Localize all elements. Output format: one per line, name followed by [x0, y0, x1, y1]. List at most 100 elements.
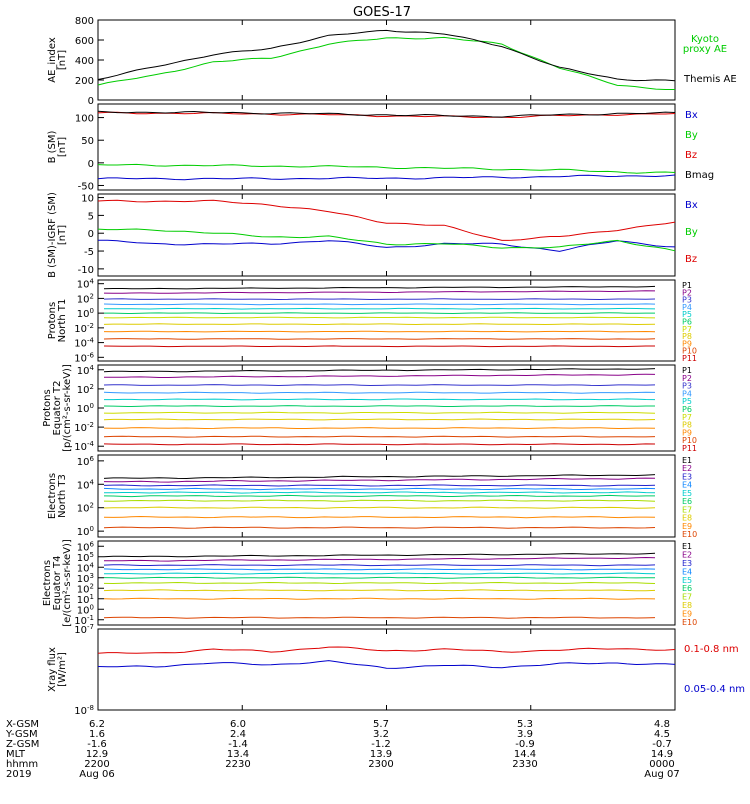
- y-tick-label-bsm: -50: [78, 181, 94, 192]
- legend-channel-eeq-e9: E9: [682, 610, 692, 619]
- series-line-eeq-e1: [103, 552, 656, 558]
- series-line-ae-kyoto-proxy-ae: [97, 36, 675, 90]
- footer-value-hhmm: 0000: [649, 759, 674, 770]
- series-line-digrf-by: [97, 228, 676, 252]
- series-line-peq-p7: [103, 411, 656, 414]
- footer-value-mlt: 12.9: [86, 749, 108, 760]
- footer-label-z-gsm: Z-GSM: [6, 739, 39, 750]
- footer-label-hhmm: hhmm: [6, 759, 38, 770]
- series-line-pnorth-p11: [103, 345, 655, 348]
- legend-bsm-bmag: Bmag: [685, 170, 714, 181]
- y-axis-label-eeq: Electrons: [42, 560, 53, 606]
- series-line-peq-p4: [103, 391, 656, 394]
- y-axis-label-bsm: [nT]: [57, 137, 68, 157]
- legend-bsm-bz: Bz: [685, 150, 697, 161]
- legend-channel-enorth-e10: E10: [682, 530, 697, 539]
- y-axis-label-digrf: [nT]: [57, 225, 68, 245]
- footer-value-z-gsm: -1.2: [371, 739, 391, 750]
- legend-channel-enorth-e1: E1: [682, 456, 692, 465]
- y-tick-label-eeq: 100: [77, 603, 94, 616]
- y-tick-label-xray: 10-8: [74, 704, 94, 717]
- footer-value-x-gsm: 6.2: [89, 719, 105, 730]
- footer-value-hhmm: 2200: [84, 759, 109, 770]
- y-tick-label-bsm: 100: [75, 114, 94, 125]
- series-line-enorth-e6: [103, 494, 655, 498]
- legend-channel-peq-p2: P2: [682, 374, 692, 383]
- series-line-pnorth-p4: [103, 303, 656, 306]
- series-line-pnorth-p1: [103, 285, 656, 290]
- y-tick-label-digrf: -5: [84, 247, 94, 258]
- footer-value-y-gsm: 4.5: [654, 729, 670, 740]
- series-line-peq-p10: [103, 435, 656, 438]
- series-line-enorth-e1: [103, 474, 656, 480]
- footer-value-mlt: 13.4: [227, 749, 249, 760]
- y-tick-label-eeq: 102: [77, 582, 94, 595]
- y-tick-label-enorth: 104: [77, 478, 95, 491]
- series-line-enorth-e3: [103, 484, 656, 487]
- series-line-pnorth-p6: [104, 312, 655, 315]
- y-tick-label-digrf: 10: [81, 194, 94, 205]
- y-tick-label-enorth: 100: [77, 525, 94, 538]
- y-axis-label-ae: AE_index: [47, 37, 58, 83]
- series-line-peq-p6: [103, 405, 655, 408]
- y-axis-label-xray: Xray flux: [47, 647, 58, 692]
- y-axis-label-eeq: [e/(cm²-s-sr-keV)]: [62, 539, 73, 627]
- series-line-bsm-bx: [97, 174, 676, 181]
- y-tick-label-enorth: 102: [77, 502, 94, 515]
- legend-channel-eeq-e10: E10: [682, 618, 697, 627]
- legend-channel-peq-p11: P11: [682, 444, 697, 453]
- footer-value-mlt: 14.9: [651, 749, 673, 760]
- series-line-enorth-e7: [103, 499, 656, 502]
- legend-channel-pnorth-p9: P9: [682, 339, 692, 348]
- legend-bsm-by: By: [685, 130, 698, 141]
- footer-value-y-gsm: 2.4: [230, 729, 246, 740]
- series-line-eeq-e4: [103, 568, 656, 571]
- series-line-peq-p11: [103, 443, 656, 446]
- y-tick-label-xray: 10-7: [74, 623, 94, 636]
- series-line-digrf-bz: [97, 199, 676, 241]
- y-tick-label-pnorth: 104: [77, 278, 95, 291]
- legend-xray-long: 0.1-0.8 nm: [684, 644, 739, 655]
- y-axis-label-pnorth: Protons: [47, 302, 58, 339]
- y-tick-label-pnorth: 10-6: [74, 351, 94, 364]
- y-tick-label-bsm: 50: [81, 136, 94, 147]
- series-line-xray-0-1-0-8-nm: [97, 646, 676, 654]
- legend-channel-pnorth-p10: P10: [682, 347, 697, 356]
- legend-channel-pnorth-p7: P7: [682, 325, 692, 334]
- series-line-eeq-e8: [103, 589, 656, 592]
- legend-channel-peq-p6: P6: [682, 405, 692, 414]
- legend-channel-eeq-e3: E3: [682, 559, 692, 568]
- series-line-eeq-e2: [103, 556, 656, 562]
- footer-value-y-gsm: 3.9: [517, 729, 533, 740]
- panel-frame-xray: [97, 628, 676, 711]
- series-line-eeq-e6: [103, 576, 655, 579]
- plot-title: GOES-17: [353, 5, 411, 20]
- legend-channel-peq-p3: P3: [682, 382, 692, 391]
- legend-channel-pnorth-p5: P5: [682, 310, 692, 319]
- series-line-peq-p1: [103, 368, 656, 373]
- series-line-peq-p2: [103, 373, 656, 378]
- footer-value-x-gsm: 5.3: [517, 719, 533, 730]
- series-line-pnorth-p8: [103, 323, 656, 326]
- legend-channel-pnorth-p3: P3: [682, 296, 692, 305]
- legend-channel-enorth-e6: E6: [682, 497, 692, 506]
- legend-channel-peq-p9: P9: [682, 428, 692, 437]
- footer-value-z-gsm: -0.9: [515, 739, 535, 750]
- footer-value-2019: Aug 06: [79, 769, 114, 780]
- legend-channel-pnorth-p6: P6: [682, 318, 692, 327]
- legend-channel-enorth-e9: E9: [682, 522, 692, 531]
- legend-themis-ae: Themis AE: [683, 74, 737, 85]
- legend-channel-peq-p8: P8: [682, 421, 692, 430]
- y-tick-label-eeq: 103: [77, 572, 94, 585]
- footer-value-mlt: 14.4: [514, 749, 536, 760]
- y-tick-label-eeq: 104: [77, 561, 95, 574]
- legend-channel-eeq-e5: E5: [682, 576, 692, 585]
- series-line-enorth-e2: [103, 477, 656, 483]
- y-axis-label-pnorth: North T1: [57, 299, 68, 343]
- footer-value-y-gsm: 1.6: [89, 729, 105, 740]
- legend-channel-peq-p7: P7: [682, 413, 692, 422]
- y-tick-label-eeq: 106: [77, 540, 95, 553]
- series-line-eeq-e7: [103, 581, 656, 585]
- y-tick-label-eeq: 101: [77, 593, 94, 606]
- series-line-pnorth-p7: [103, 316, 656, 319]
